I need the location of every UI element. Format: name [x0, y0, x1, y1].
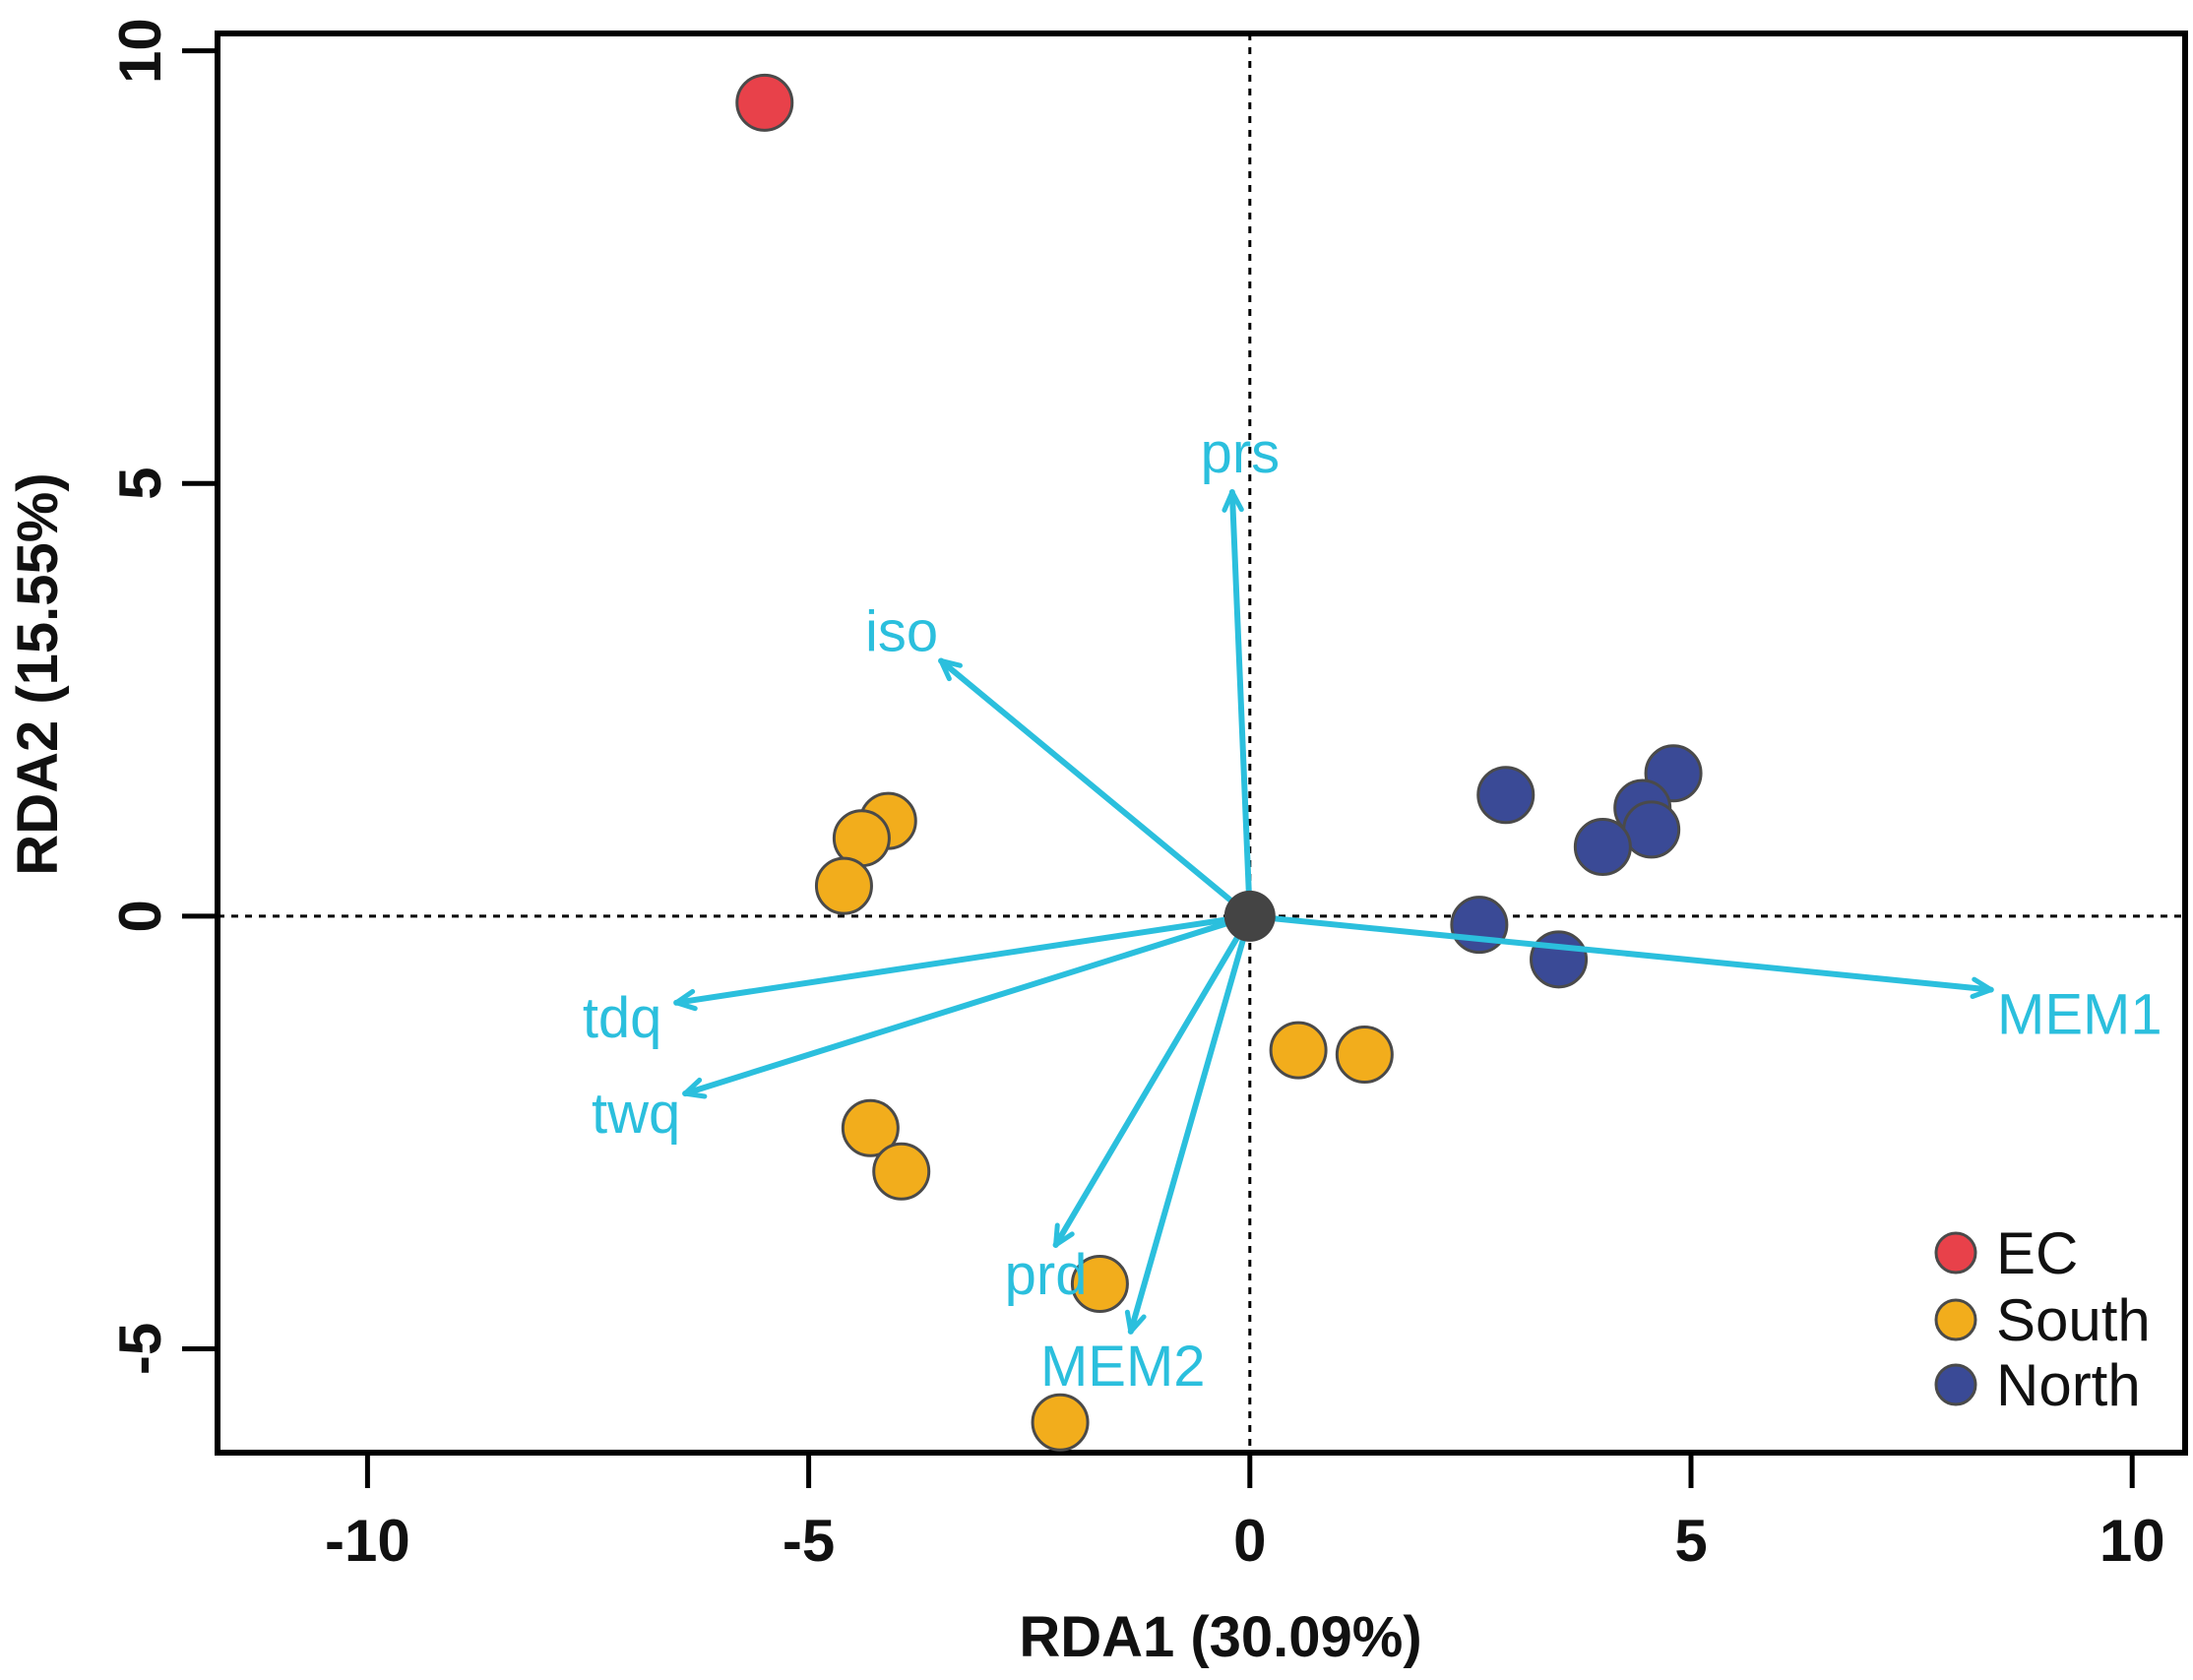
vector-label-mem1: MEM1	[1997, 983, 2162, 1047]
y-tick-label: -5	[107, 1323, 173, 1375]
x-axis-ticks: -10 -5 0 5 10	[325, 1450, 2165, 1574]
point-ec	[735, 73, 794, 132]
point-south	[1070, 1255, 1129, 1314]
vector-prd	[1052, 912, 1253, 1248]
point-north	[1530, 930, 1589, 989]
origin-centroid	[1223, 890, 1276, 942]
point-south	[1269, 1021, 1328, 1080]
vector-arrowhead-iso	[938, 657, 963, 682]
legend-swatch-ec	[1934, 1231, 1977, 1275]
legend-label-south: South	[1996, 1287, 2151, 1353]
point-south	[1031, 1393, 1090, 1452]
vector-tdq	[673, 912, 1253, 1006]
environment-vectors: prs iso tdq twq prd MEM2 MEM1	[583, 421, 2162, 1399]
vector-label-mem2: MEM2	[1040, 1335, 1206, 1399]
x-tick-label: 10	[2099, 1508, 2165, 1574]
vector-mem1	[1246, 912, 1994, 993]
vector-label-iso: iso	[865, 599, 938, 663]
vector-arrowhead-mem1	[1970, 976, 1994, 999]
point-north	[1622, 800, 1681, 859]
point-north	[1450, 896, 1509, 955]
point-north	[1476, 766, 1535, 825]
x-tick-label: -10	[325, 1508, 410, 1574]
vector-label-tdq: tdq	[583, 986, 662, 1050]
vector-arrowhead-tdq	[673, 988, 698, 1012]
legend-label-north: North	[1996, 1352, 2141, 1418]
point-north	[1573, 818, 1632, 877]
x-axis-title: RDA1 (30.09%)	[1019, 1605, 1421, 1669]
vector-arrowhead-prs	[1222, 489, 1244, 513]
vector-label-twq: twq	[592, 1082, 680, 1146]
point-south	[841, 1098, 900, 1157]
y-axis-title: RDA2 (15.55%)	[6, 472, 70, 875]
vector-mem2	[1127, 912, 1253, 1335]
point-south	[1335, 1026, 1394, 1085]
x-tick-label: 0	[1233, 1508, 1266, 1574]
legend: EC South North	[1934, 1220, 2151, 1418]
vector-prs	[1228, 489, 1253, 919]
legend-swatch-south	[1934, 1298, 1977, 1341]
legend-label-ec: EC	[1996, 1220, 2078, 1286]
point-south	[872, 1142, 931, 1201]
vector-label-prd: prd	[1005, 1243, 1088, 1307]
sample-points	[735, 73, 1703, 1452]
y-axis-ticks: -5 0 5 10	[107, 18, 220, 1375]
y-tick-label: 0	[107, 900, 173, 932]
point-south	[814, 856, 873, 915]
x-tick-label: -5	[783, 1508, 835, 1574]
vector-arrowhead-twq	[682, 1077, 708, 1099]
y-tick-label: 5	[107, 467, 173, 500]
plot-frame	[215, 31, 2188, 1456]
legend-swatch-north	[1934, 1363, 1977, 1406]
vector-arrowhead-mem2	[1124, 1309, 1147, 1335]
vector-twq	[682, 912, 1253, 1097]
y-tick-label: 10	[107, 18, 173, 84]
vector-label-prs: prs	[1201, 421, 1281, 485]
vector-iso	[938, 657, 1253, 919]
vector-arrowhead-prd	[1053, 1222, 1075, 1248]
x-tick-label: 5	[1674, 1508, 1707, 1574]
